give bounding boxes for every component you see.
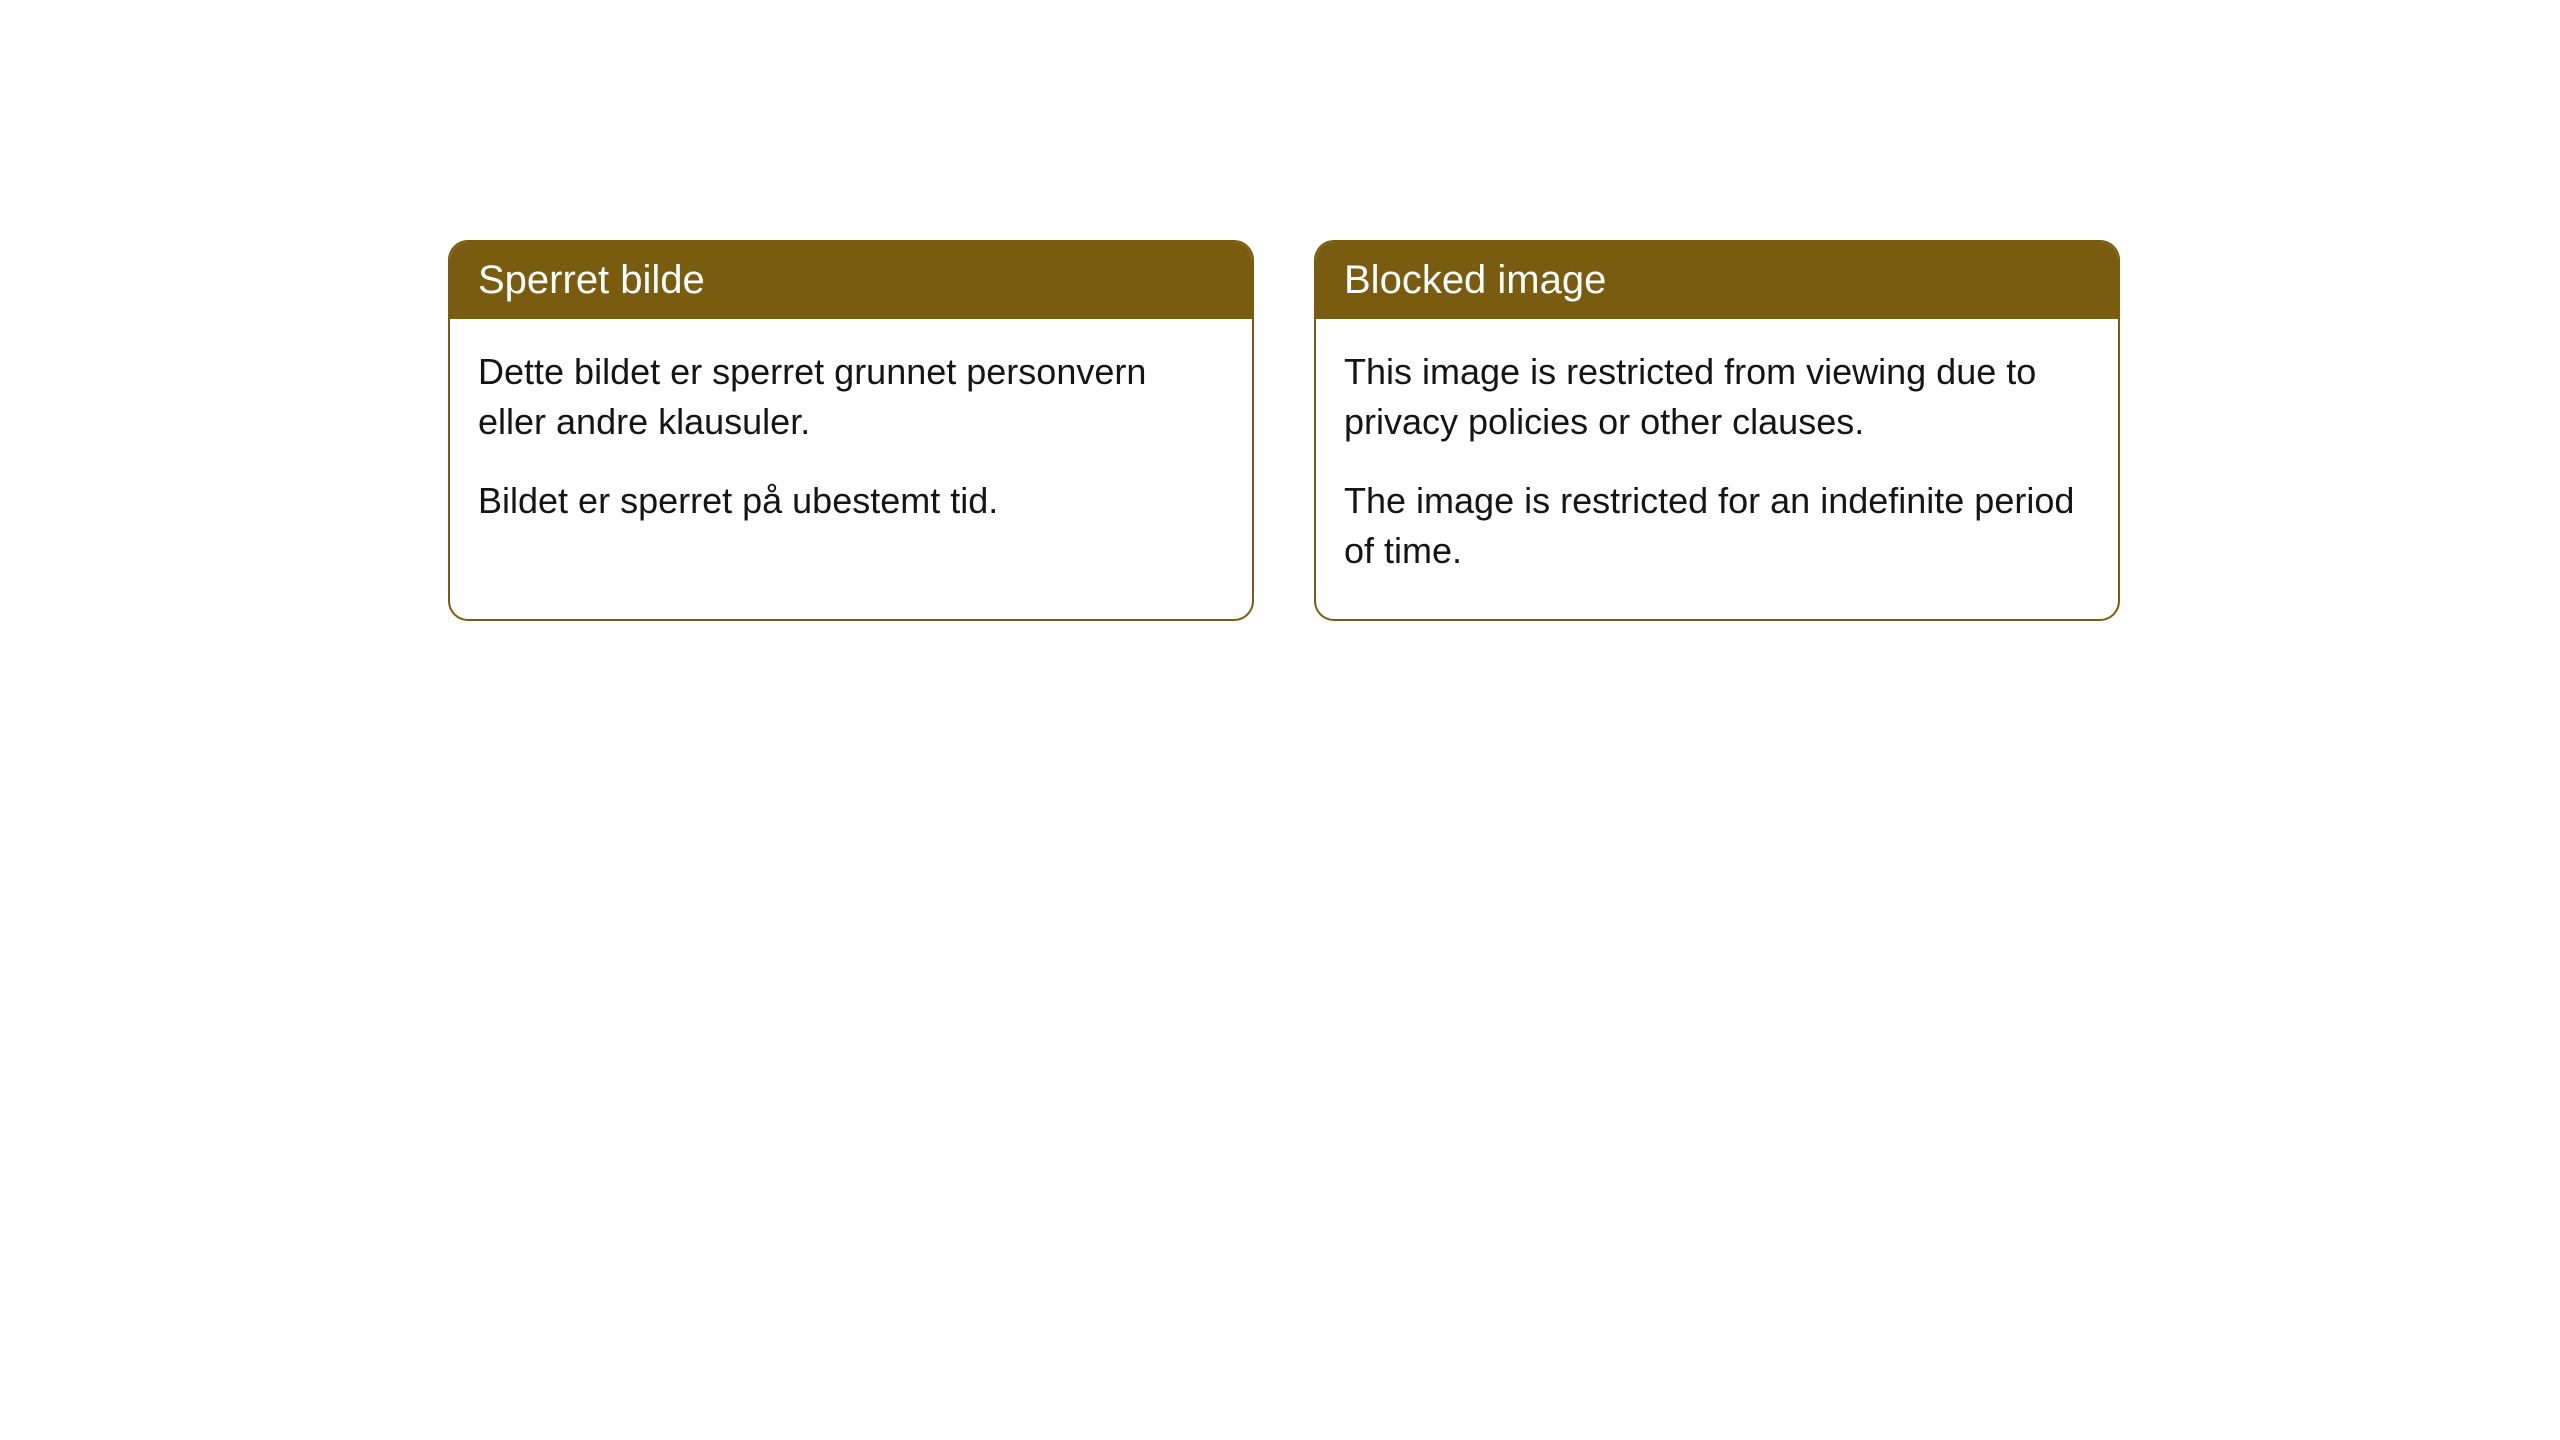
- card-paragraph-2: Bildet er sperret på ubestemt tid.: [478, 476, 1224, 526]
- blocked-image-card-english: Blocked image This image is restricted f…: [1314, 240, 2120, 621]
- card-body: Dette bildet er sperret grunnet personve…: [450, 319, 1252, 568]
- blocked-image-card-norwegian: Sperret bilde Dette bildet er sperret gr…: [448, 240, 1254, 621]
- notice-cards-container: Sperret bilde Dette bildet er sperret gr…: [0, 0, 2560, 621]
- card-paragraph-1: Dette bildet er sperret grunnet personve…: [478, 347, 1224, 448]
- card-body: This image is restricted from viewing du…: [1316, 319, 2118, 619]
- card-title: Blocked image: [1316, 242, 2118, 319]
- card-paragraph-1: This image is restricted from viewing du…: [1344, 347, 2090, 448]
- card-paragraph-2: The image is restricted for an indefinit…: [1344, 476, 2090, 577]
- card-title: Sperret bilde: [450, 242, 1252, 319]
